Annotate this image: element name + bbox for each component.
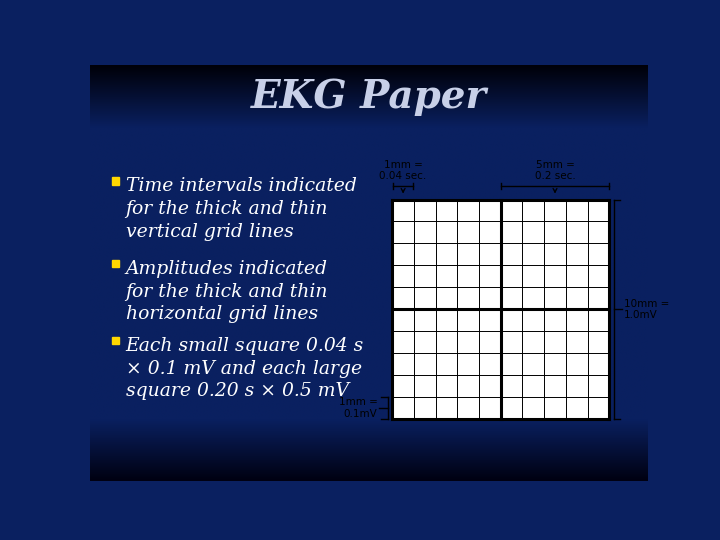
Text: Amplitudes indicated
for the thick and thin
horizontal grid lines: Amplitudes indicated for the thick and t…: [126, 260, 328, 323]
Text: Each small square 0.04 s
× 0.1 mV and each large
square 0.20 s × 0.5 mV: Each small square 0.04 s × 0.1 mV and ea…: [126, 336, 364, 401]
Bar: [112, 336, 120, 345]
Text: EKG Paper: EKG Paper: [251, 78, 487, 116]
Text: 10mm =
1.0mV: 10mm = 1.0mV: [624, 299, 670, 320]
Bar: [112, 260, 120, 267]
Bar: [392, 200, 609, 419]
Text: 5mm =
0.2 sec.: 5mm = 0.2 sec.: [535, 160, 575, 181]
Text: 1mm =
0.1mV: 1mm = 0.1mV: [338, 397, 377, 418]
Text: Time intervals indicated
for the thick and thin
vertical grid lines: Time intervals indicated for the thick a…: [126, 177, 356, 241]
Text: 1mm =
0.04 sec.: 1mm = 0.04 sec.: [379, 160, 427, 181]
Bar: [112, 177, 120, 185]
